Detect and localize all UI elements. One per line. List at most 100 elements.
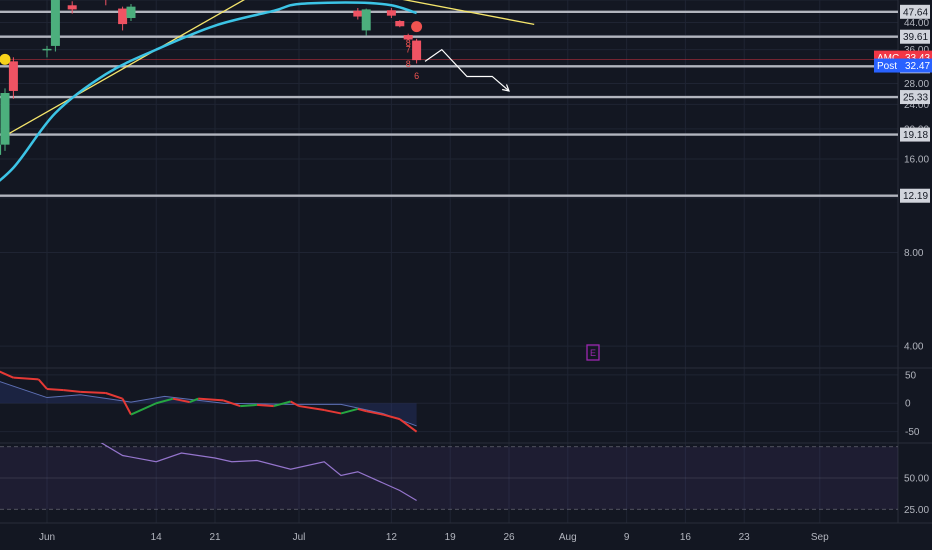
candle-body bbox=[0, 93, 10, 145]
time-tick-label: Aug bbox=[559, 532, 577, 543]
time-tick-label: Jul bbox=[293, 532, 306, 543]
oscillator-segment bbox=[223, 399, 241, 408]
oscillator-segment bbox=[298, 405, 325, 412]
projection-arrow bbox=[424, 48, 510, 92]
moving-average-line bbox=[0, 1, 417, 182]
marker-dot bbox=[411, 21, 423, 33]
trendline bbox=[402, 0, 535, 26]
level-tag-label: 47.64 bbox=[903, 7, 928, 18]
candle-body bbox=[0, 144, 2, 155]
oscillator-segment bbox=[172, 397, 190, 404]
candle-body bbox=[395, 21, 405, 27]
oscillator-segment bbox=[63, 389, 81, 393]
oscillator-signal-line bbox=[0, 381, 417, 427]
rsi-band bbox=[0, 446, 898, 510]
candle-body bbox=[403, 35, 413, 40]
price-tag-name: Post bbox=[877, 61, 897, 72]
time-tick-label: 26 bbox=[503, 532, 515, 543]
level-tag-bg bbox=[900, 4, 930, 19]
moving-average bbox=[0, 1, 417, 182]
projection-arrowhead bbox=[502, 84, 510, 92]
rsi-pane bbox=[0, 443, 898, 510]
price-tick-label: 8.00 bbox=[904, 248, 924, 259]
marker-dot bbox=[0, 53, 11, 65]
sequence-count-label: 7 bbox=[406, 44, 411, 54]
price-tag-bg bbox=[874, 58, 932, 73]
time-tick-label: 16 bbox=[680, 532, 692, 543]
oscillator-segment bbox=[37, 378, 48, 390]
price-tick-label: 4.00 bbox=[904, 342, 924, 353]
time-tick-label: 14 bbox=[151, 532, 163, 543]
support-resistance-levels bbox=[0, 10, 898, 197]
oscillator-fill bbox=[0, 381, 417, 426]
oscillator-segment bbox=[189, 397, 199, 404]
oscillator-tick-label: -50 bbox=[905, 427, 920, 438]
candle-body bbox=[386, 10, 396, 16]
oscillator-segment bbox=[0, 370, 14, 379]
rsi-tick-label: 50.00 bbox=[904, 474, 929, 485]
oscillator-segment bbox=[198, 397, 224, 402]
candle-body bbox=[126, 6, 136, 19]
level-tag-bg bbox=[900, 29, 930, 44]
oscillator-segment bbox=[382, 413, 401, 421]
time-tick-label: 23 bbox=[739, 532, 751, 543]
candle-body bbox=[353, 10, 363, 17]
oscillator-tick-label: 50 bbox=[905, 370, 917, 381]
level-tag-label: 12.19 bbox=[903, 191, 928, 202]
oscillator-segment bbox=[324, 409, 342, 415]
price-tick-label: 16.00 bbox=[904, 155, 929, 166]
price-tick-label: 44.00 bbox=[904, 18, 929, 29]
time-tick-label: 21 bbox=[209, 532, 221, 543]
trendline bbox=[4, 0, 246, 137]
level-tag-label: 25.33 bbox=[903, 93, 928, 104]
oscillator-segment bbox=[105, 392, 123, 400]
oscillator-segment bbox=[340, 407, 359, 415]
oscillator-segment bbox=[155, 397, 174, 405]
time-tick-label: Jun bbox=[39, 532, 55, 543]
sequence-count-label: 8 bbox=[406, 59, 411, 69]
level-tag-bg bbox=[900, 188, 930, 203]
price-tag-value: 32.47 bbox=[905, 61, 930, 72]
oscillator-segment bbox=[366, 410, 384, 416]
trendlines bbox=[4, 0, 535, 137]
oscillator-segment bbox=[240, 403, 258, 408]
earnings-marker-label: E bbox=[590, 348, 596, 358]
candle-body bbox=[50, 0, 60, 46]
rsi-line bbox=[100, 443, 417, 502]
time-axis: Jun 14 21 Jul 12 19 26 Aug 9 16 23 Sep bbox=[39, 532, 829, 543]
level-tag-label: 19.18 bbox=[903, 130, 928, 141]
candle-body bbox=[412, 40, 422, 61]
oscillator-segment bbox=[46, 388, 64, 392]
sequence-count-label: 6 bbox=[414, 71, 419, 81]
oscillator-tick-label: 0 bbox=[905, 399, 911, 410]
time-tick-label: 19 bbox=[445, 532, 457, 543]
price-tick-label: 24.00 bbox=[904, 100, 929, 111]
earnings-marker-box bbox=[586, 344, 600, 361]
oscillator-segment bbox=[399, 418, 418, 433]
rsi-tick-label: 25.00 bbox=[904, 505, 929, 516]
candlesticks bbox=[0, 0, 422, 155]
candle-body bbox=[118, 8, 128, 25]
oscillator-segment bbox=[290, 400, 300, 407]
level-tag-bg bbox=[900, 90, 930, 105]
price-tick-label: 28.00 bbox=[904, 79, 929, 90]
candle-body bbox=[8, 61, 18, 91]
oscillator-segment bbox=[80, 390, 106, 394]
oscillator-pane bbox=[0, 370, 418, 433]
oscillator-segment bbox=[357, 407, 367, 413]
oscillator-segment bbox=[130, 402, 157, 416]
candle-body bbox=[361, 9, 371, 31]
price-axis: USD4.008.0012.0016.0020.0024.0028.0032.0… bbox=[874, 4, 932, 516]
sequence-count-label: 8 bbox=[406, 38, 411, 48]
level-tag-label: 39.61 bbox=[903, 32, 928, 43]
level-tag-bg bbox=[900, 127, 930, 142]
candle-body bbox=[67, 5, 77, 10]
oscillator-segment bbox=[121, 398, 132, 416]
candle-body bbox=[42, 48, 52, 51]
time-tick-label: Sep bbox=[811, 532, 829, 543]
oscillator-segment bbox=[256, 403, 274, 408]
time-tick-label: 9 bbox=[624, 532, 630, 543]
